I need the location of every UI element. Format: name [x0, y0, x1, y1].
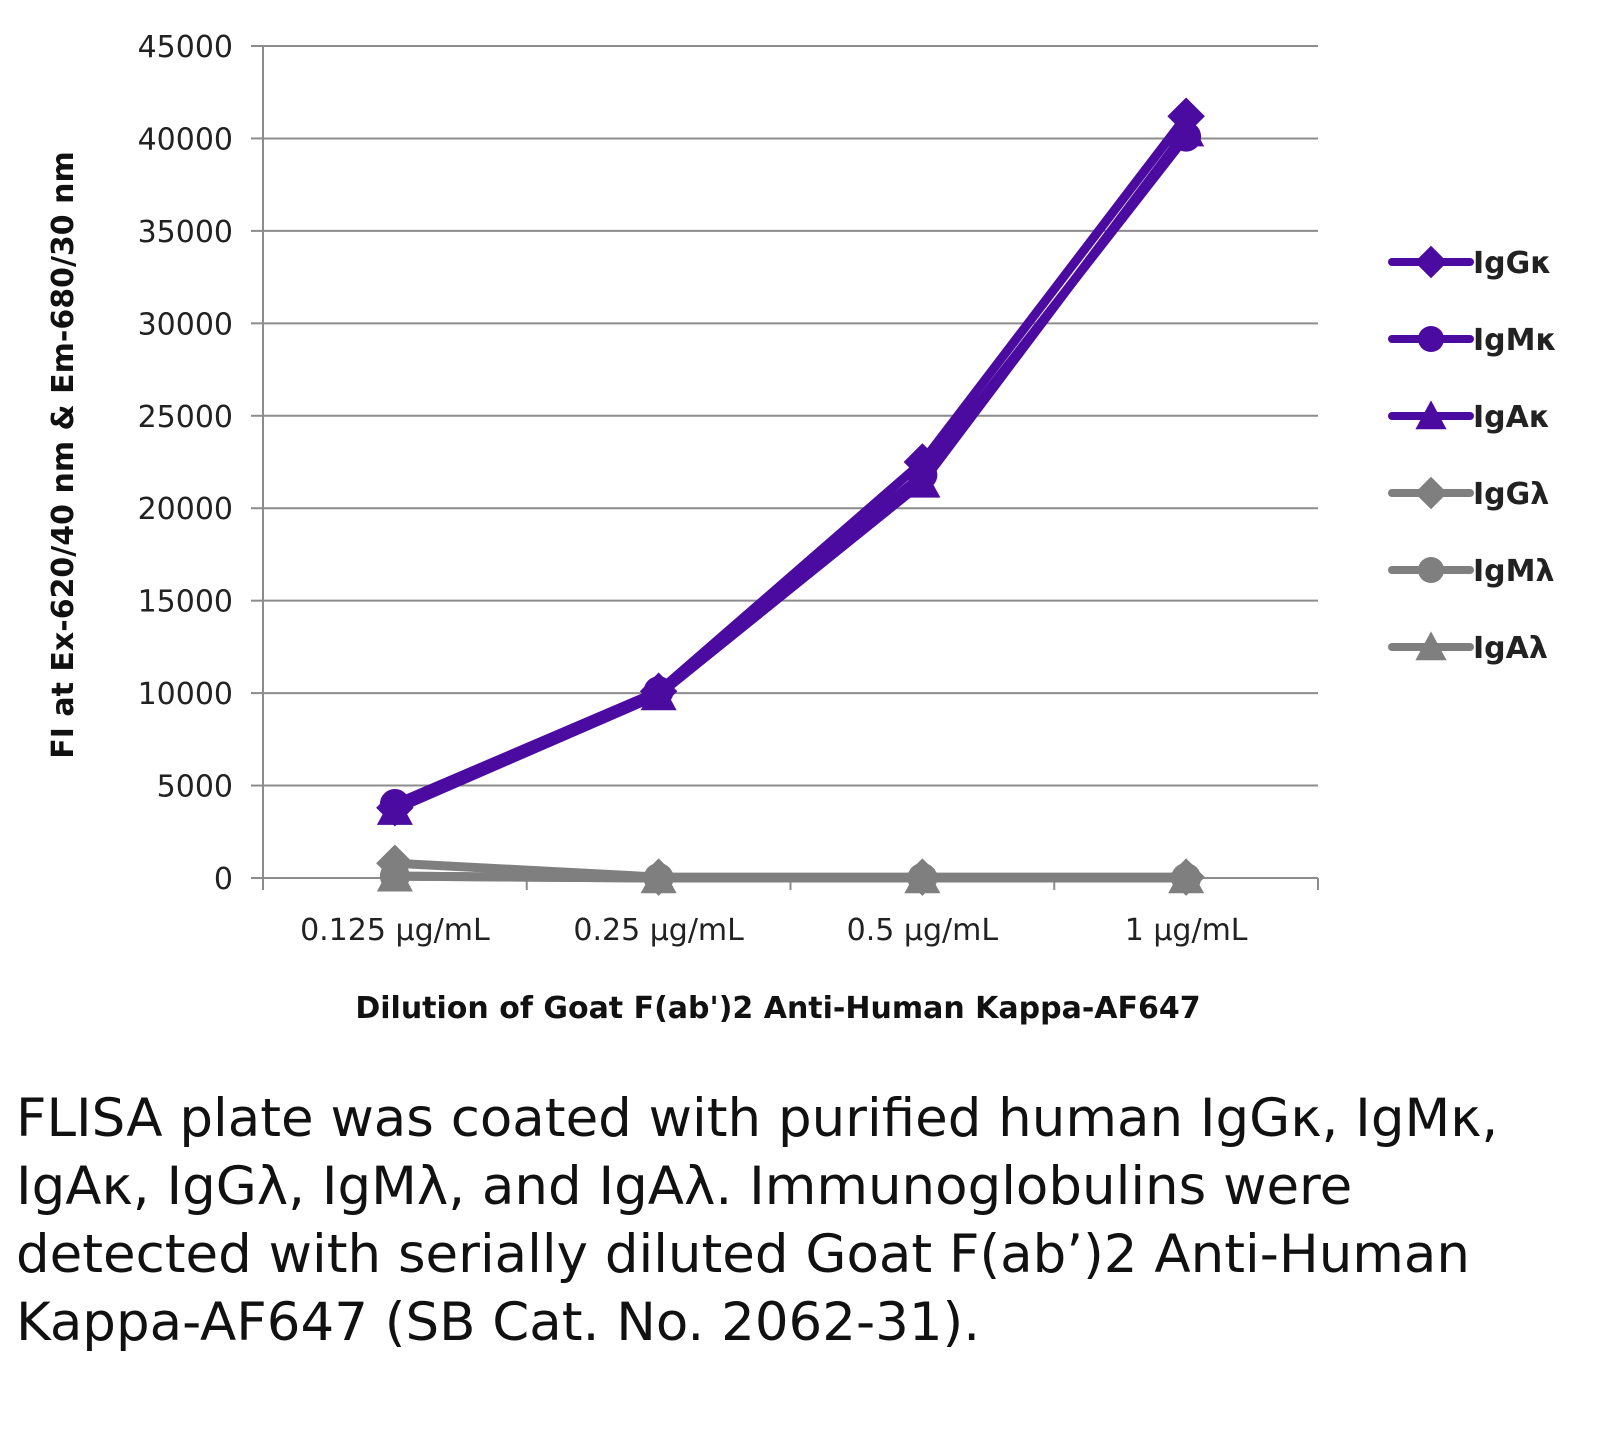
series-diamond-0: [376, 97, 1205, 827]
data-point: [904, 464, 941, 498]
y-tick-label: 35000: [138, 215, 233, 250]
x-tick-label: 1 µg/mL: [1125, 913, 1248, 948]
data-point: [640, 676, 677, 711]
legend-marker: [1415, 400, 1447, 430]
data-point: [1168, 113, 1205, 147]
legend-entry: IgAλ: [1388, 631, 1548, 666]
y-tick-label: 45000: [138, 30, 233, 65]
x-tick-labels: 0.125 µg/mL 0.25 µg/mL 0.5 µg/mL 1 µg/mL: [300, 913, 1248, 948]
gridlines: [263, 45, 1318, 787]
series-line: [390, 111, 1191, 813]
x-tick-label: 0.125 µg/mL: [300, 913, 490, 948]
y-tick-label: 20000: [138, 492, 233, 527]
legend-marker: [1418, 557, 1444, 583]
y-tick-label: 40000: [138, 122, 233, 157]
y-tick-label: 0: [214, 862, 233, 897]
series-line: [390, 871, 1191, 883]
y-axis-title: FI at Ex-620/40 nm & Em-680/30 nm: [46, 151, 81, 758]
legend-label: IgAκ: [1473, 400, 1550, 435]
legend-entry: IgGλ: [1388, 476, 1549, 512]
series-line: [390, 126, 1191, 815]
data-point: [904, 860, 941, 894]
series-circle-1: [379, 121, 1202, 820]
x-axis-title: Dilution of Goat F(ab')2 Anti-Human Kapp…: [355, 991, 1200, 1026]
series-triangle-5: [376, 858, 1205, 894]
legend-label: IgGκ: [1473, 246, 1552, 281]
y-tick-label: 30000: [138, 307, 233, 342]
line-chart: 0 5000 10000 15000 20000 25000 30000 35000 40000…: [46, 30, 1557, 1026]
legend-marker: [1418, 326, 1444, 352]
series-triangle-2: [376, 113, 1205, 825]
legend-label: IgMκ: [1473, 323, 1557, 358]
legend-label: IgMλ: [1473, 554, 1554, 589]
y-tick-label: 5000: [157, 770, 233, 805]
data-point: [376, 791, 413, 825]
legend-entry: IgMκ: [1388, 323, 1557, 358]
data-point: [640, 860, 677, 894]
legend-marker: [1414, 245, 1448, 279]
series-line: [390, 132, 1191, 809]
x-tick-label: 0.25 µg/mL: [573, 913, 744, 948]
legend-marker: [1415, 631, 1447, 661]
y-tick-label: 10000: [138, 677, 233, 712]
data-point: [1168, 860, 1205, 894]
legend-entry: IgMλ: [1388, 554, 1554, 589]
series-group: [376, 97, 1205, 896]
x-tick-label: 0.5 µg/mL: [847, 913, 999, 948]
figure-caption: FLISA plate was coated with purified hum…: [16, 1088, 1499, 1353]
y-tick-label: 15000: [138, 585, 233, 620]
legend-label: IgAλ: [1473, 631, 1548, 666]
legend-marker: [1414, 476, 1448, 510]
y-tick-labels: 0 5000 10000 15000 20000 25000 30000 35000 40000…: [138, 30, 233, 897]
data-point: [376, 858, 413, 892]
legend-entry: IgGκ: [1388, 245, 1552, 281]
legend-label: IgGλ: [1473, 477, 1549, 512]
legend-entry: IgAκ: [1388, 400, 1550, 435]
y-tick-label: 25000: [138, 400, 233, 435]
legend: IgGκ IgMκ IgAκ IgGλ IgMλ IgAλ: [1388, 245, 1557, 666]
